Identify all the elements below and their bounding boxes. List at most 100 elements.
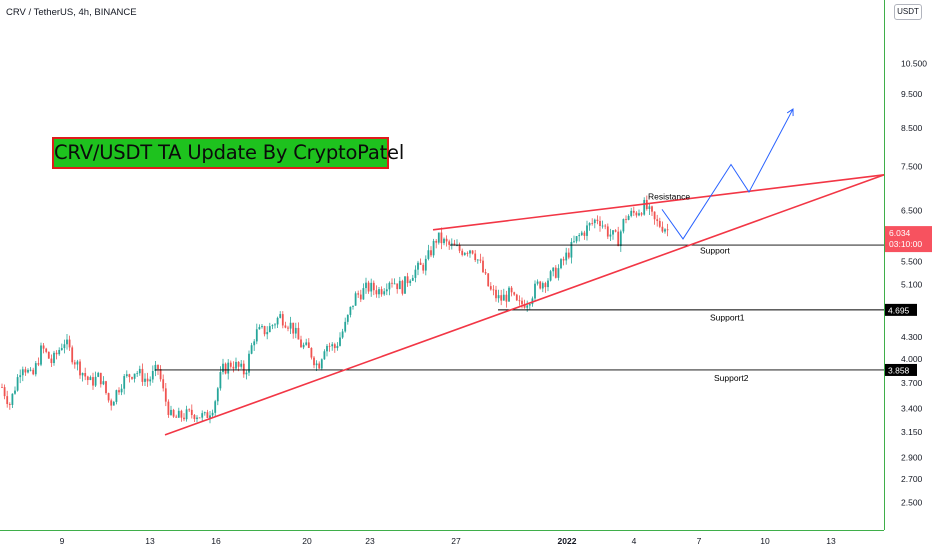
candle-down <box>625 215 627 224</box>
annotation-label: Support1 <box>710 312 745 322</box>
candle-down <box>445 235 448 247</box>
candle-up <box>185 405 188 422</box>
candle-down <box>47 351 50 359</box>
price-tick-label: 3.700 <box>901 378 923 388</box>
candle-up <box>354 291 357 306</box>
candle-up <box>261 323 263 329</box>
candle-up <box>622 218 625 234</box>
candle-up <box>34 360 37 377</box>
candle-down <box>482 256 484 274</box>
candle-up <box>648 203 651 216</box>
candle-up <box>222 358 224 375</box>
candle-up <box>508 286 510 302</box>
candle-up <box>250 342 253 355</box>
candle-up <box>240 359 243 369</box>
candle-up <box>601 220 604 229</box>
candle-down <box>193 413 196 423</box>
candle-down <box>333 342 336 353</box>
candle-up <box>388 281 391 296</box>
candle-up <box>266 326 269 340</box>
candle-down <box>562 256 565 266</box>
candle-down <box>206 409 209 419</box>
candle-up <box>21 366 24 382</box>
candle-down <box>159 365 162 382</box>
candle-down <box>505 290 508 308</box>
candle-down <box>492 285 495 296</box>
candle-up <box>432 238 435 258</box>
candle-down <box>661 221 664 233</box>
candle-down <box>328 342 331 352</box>
candle-up <box>588 222 591 231</box>
candle-up <box>245 370 248 380</box>
candle-down <box>3 384 6 400</box>
candle-down <box>466 251 469 257</box>
candle-down <box>32 367 35 376</box>
candle-up <box>365 277 367 294</box>
candle-up <box>547 278 549 292</box>
candle-down <box>242 360 245 378</box>
candle-up <box>536 279 539 286</box>
annotations: Resistance Support Support1 Support2 <box>648 192 749 383</box>
candle-down <box>175 414 178 418</box>
candle-down <box>539 280 542 290</box>
candle-up <box>612 230 614 240</box>
time-axis[interactable]: 9 13 16 20 23 27 2022 4 7 10 13 <box>0 530 884 551</box>
candle-down <box>380 286 383 297</box>
candle-down <box>583 230 586 240</box>
candle-down <box>617 226 620 247</box>
candle-down <box>105 380 107 395</box>
candle-down <box>284 321 287 329</box>
candle-down <box>554 265 557 279</box>
candle-down <box>8 402 11 410</box>
candle-up <box>575 235 578 244</box>
horizontal-levels <box>155 244 884 371</box>
quote-currency-button[interactable]: USDT <box>894 4 922 20</box>
candle-down <box>359 289 362 303</box>
candle-up <box>27 368 29 374</box>
candle-up <box>154 361 157 377</box>
candle-up <box>560 258 562 270</box>
candle-down <box>419 258 422 265</box>
candle-down <box>474 249 477 263</box>
candle-down <box>651 205 653 217</box>
candle-down <box>146 372 149 387</box>
time-tick-label: 9 <box>60 536 65 546</box>
candle-up <box>40 342 42 367</box>
candle-down <box>224 362 227 375</box>
candle-up <box>630 207 633 218</box>
candle-down <box>567 248 570 260</box>
candle-up <box>255 323 258 345</box>
price-tick-label: 3.150 <box>901 427 923 437</box>
candle-down <box>518 295 521 306</box>
candle-down <box>50 354 53 368</box>
candle-up <box>414 265 417 283</box>
price-tick-label: 3.400 <box>901 404 923 414</box>
candle-up <box>570 238 573 264</box>
candle-up <box>557 264 560 281</box>
candle-up <box>268 322 271 333</box>
candle-up <box>437 232 440 245</box>
candle-up <box>385 283 388 296</box>
candle-up <box>294 322 297 339</box>
candle-up <box>323 349 326 360</box>
candle-down <box>666 223 669 237</box>
candle-up <box>349 306 352 318</box>
candle-up <box>81 372 84 382</box>
candle-down <box>604 224 607 230</box>
candle-down <box>92 372 94 390</box>
candle-up <box>552 267 555 277</box>
candle-down <box>544 281 547 293</box>
candle-down <box>84 367 87 381</box>
candle-down <box>263 325 266 337</box>
price-axis[interactable]: 2.500 2.700 2.900 3.150 3.400 3.700 4.000 4.300… <box>884 0 932 530</box>
candle-up <box>216 386 219 406</box>
candle-up <box>336 342 339 351</box>
candle-up <box>214 399 217 418</box>
candle-down <box>128 373 131 383</box>
time-tick-label: 2022 <box>558 536 577 546</box>
candle-down <box>6 390 9 408</box>
candle-up <box>344 317 347 333</box>
candle-down <box>461 248 464 257</box>
candle-down <box>190 404 193 419</box>
